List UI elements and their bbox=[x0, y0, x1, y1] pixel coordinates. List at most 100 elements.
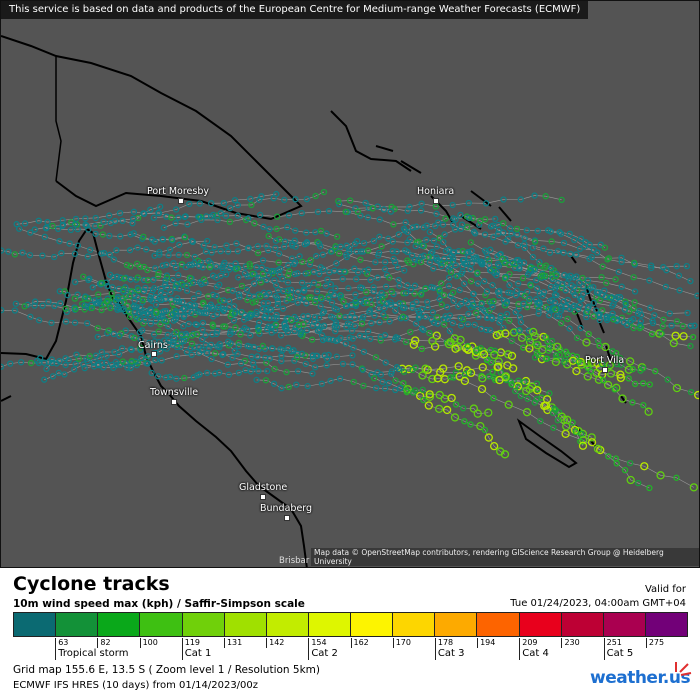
track-point bbox=[389, 238, 396, 245]
track-point bbox=[310, 268, 317, 275]
track-point bbox=[424, 401, 433, 410]
track-point bbox=[82, 215, 89, 222]
scale-category-label: Cat 1 bbox=[181, 648, 211, 660]
track-point bbox=[220, 297, 227, 304]
track-point bbox=[107, 304, 114, 312]
track-point bbox=[366, 309, 373, 316]
track-point bbox=[631, 299, 638, 306]
track-point bbox=[419, 242, 426, 249]
cyclone-track-map[interactable]: This service is based on data and produc… bbox=[0, 0, 700, 568]
track-point bbox=[562, 287, 569, 294]
track-point bbox=[71, 250, 79, 257]
scale-swatch bbox=[56, 613, 99, 636]
track-point bbox=[48, 319, 55, 327]
track-point bbox=[411, 290, 418, 297]
track-point bbox=[303, 239, 311, 246]
track-point bbox=[440, 292, 448, 299]
track-point bbox=[376, 216, 383, 223]
track-point bbox=[232, 324, 239, 331]
track-point bbox=[627, 317, 634, 324]
track-point bbox=[503, 299, 510, 307]
track-point bbox=[494, 253, 501, 260]
track-point bbox=[545, 347, 552, 354]
track-point bbox=[399, 313, 407, 320]
track-point bbox=[172, 264, 180, 271]
weather-us-logo[interactable]: weather.us bbox=[590, 662, 692, 688]
scale-swatch bbox=[645, 613, 687, 636]
track-point bbox=[501, 275, 509, 282]
track-point bbox=[450, 221, 457, 228]
track-point bbox=[261, 314, 268, 321]
track-point bbox=[193, 331, 201, 338]
track-point bbox=[229, 354, 236, 361]
track-point bbox=[386, 274, 393, 281]
track-point bbox=[640, 365, 647, 372]
track-point bbox=[24, 301, 31, 308]
track-point bbox=[249, 299, 257, 306]
track-point bbox=[351, 322, 359, 330]
track-point bbox=[433, 210, 440, 217]
track-point bbox=[370, 288, 377, 295]
track-point bbox=[274, 213, 281, 220]
track-point bbox=[376, 233, 383, 240]
track-point bbox=[150, 331, 158, 338]
track-point bbox=[496, 292, 503, 299]
track-point bbox=[161, 337, 168, 344]
track-point bbox=[172, 281, 180, 289]
track-point bbox=[227, 205, 234, 212]
track-point bbox=[413, 239, 420, 246]
track-point bbox=[260, 299, 267, 307]
track-point bbox=[123, 261, 131, 269]
track-point bbox=[284, 262, 292, 269]
track-point bbox=[612, 455, 619, 462]
track-point bbox=[71, 366, 78, 373]
track-point bbox=[206, 263, 213, 270]
track-point bbox=[251, 280, 258, 287]
track-point bbox=[156, 251, 163, 258]
track-point bbox=[272, 244, 279, 252]
track-point bbox=[130, 230, 137, 237]
track-point bbox=[486, 262, 493, 269]
track-point bbox=[565, 275, 573, 282]
track-point bbox=[27, 359, 35, 367]
track-point bbox=[163, 261, 170, 268]
track-line bbox=[63, 193, 277, 226]
track-point bbox=[687, 342, 694, 350]
track-point bbox=[441, 321, 448, 328]
track-point bbox=[5, 248, 12, 255]
track-point bbox=[180, 323, 187, 330]
track-point bbox=[211, 350, 219, 357]
track-point bbox=[425, 392, 435, 401]
track-point bbox=[248, 201, 255, 209]
track-point bbox=[202, 341, 209, 349]
track-point bbox=[137, 346, 144, 354]
track-point bbox=[166, 373, 174, 381]
track-point bbox=[332, 321, 339, 328]
track-point bbox=[649, 317, 656, 324]
track-point bbox=[196, 371, 203, 378]
track-point bbox=[411, 282, 419, 289]
track-point bbox=[155, 338, 162, 346]
track-point bbox=[449, 201, 456, 209]
track-point bbox=[556, 313, 563, 320]
track-point bbox=[656, 471, 665, 480]
track-point bbox=[402, 219, 409, 226]
track-point bbox=[130, 208, 138, 215]
track-point bbox=[173, 280, 180, 288]
track-point bbox=[361, 333, 368, 340]
map-canvas bbox=[1, 35, 699, 567]
track-point bbox=[366, 296, 374, 303]
track-point bbox=[457, 322, 465, 329]
track-point bbox=[500, 450, 510, 459]
track-point bbox=[16, 225, 23, 232]
track-point bbox=[545, 305, 552, 313]
track-point bbox=[117, 233, 124, 240]
track-point bbox=[694, 390, 699, 400]
track-point bbox=[671, 331, 680, 340]
track-point bbox=[246, 343, 253, 350]
track-point bbox=[137, 304, 144, 311]
track-point bbox=[337, 243, 344, 250]
track-point bbox=[223, 242, 230, 249]
track-point bbox=[478, 374, 487, 383]
track-point bbox=[646, 381, 653, 388]
